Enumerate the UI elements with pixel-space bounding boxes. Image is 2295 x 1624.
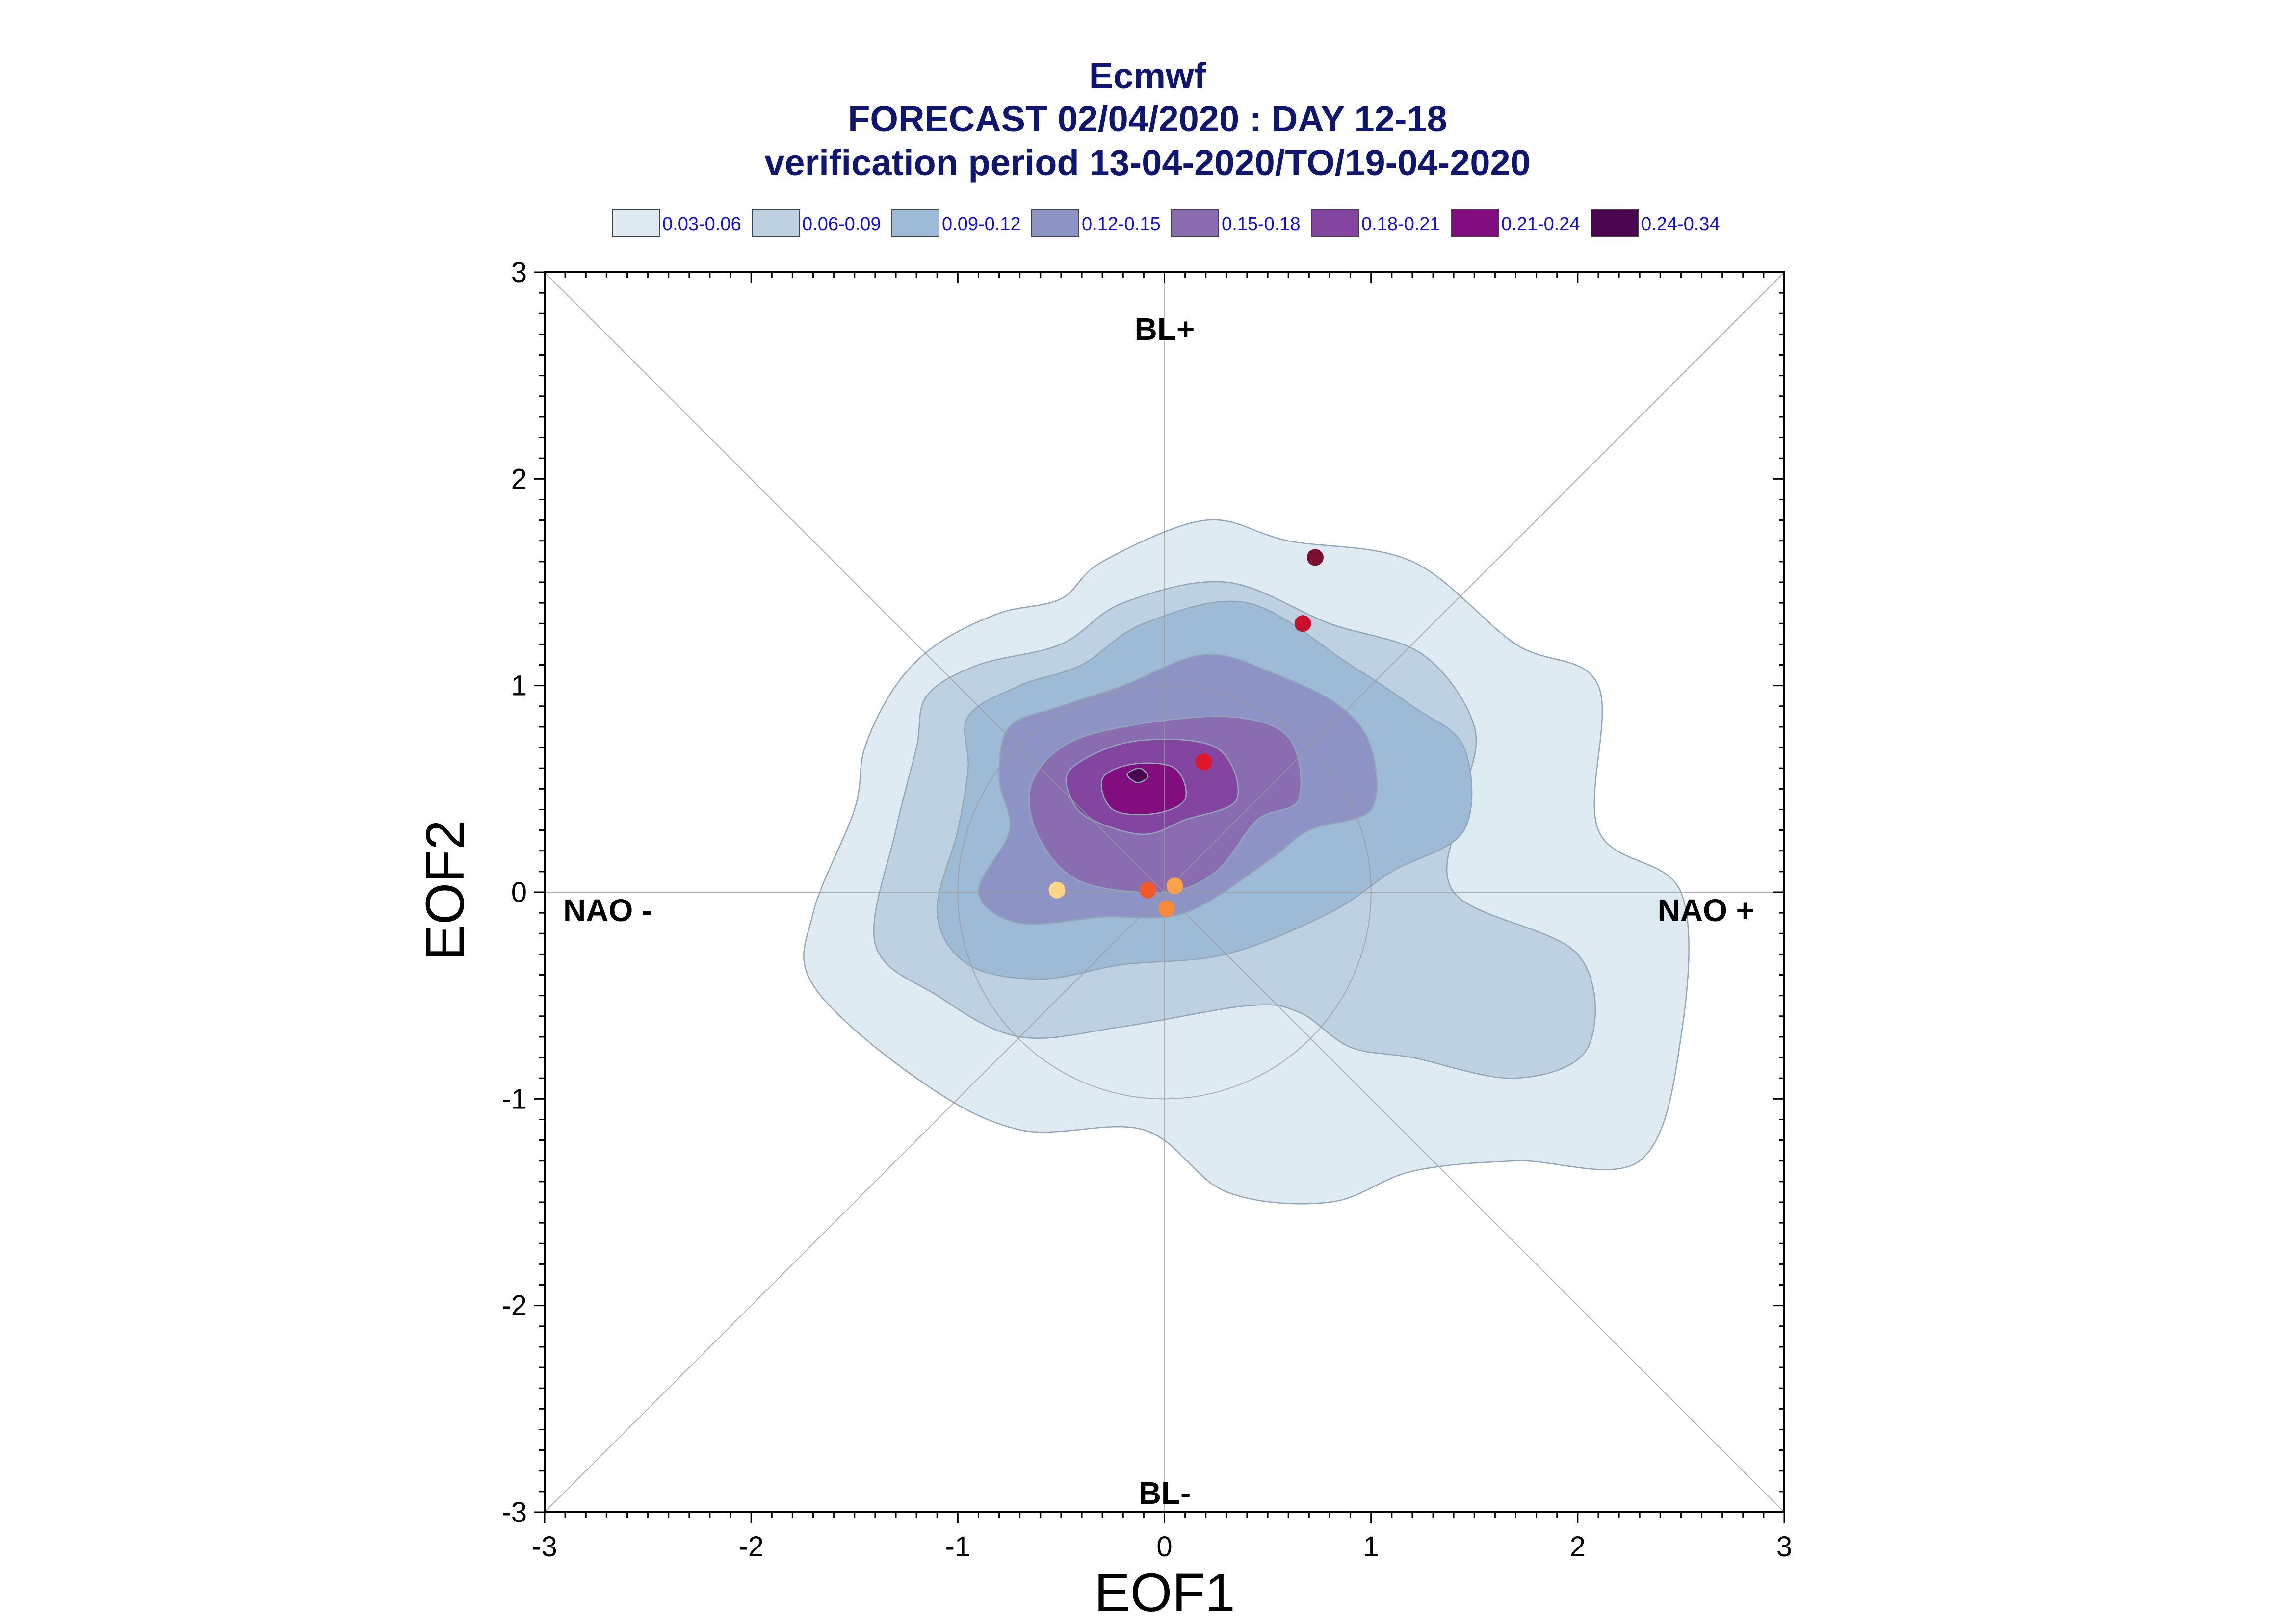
member-point-0 (1306, 549, 1324, 566)
reference-circle (957, 685, 1372, 1100)
x-tick-label: -1 (945, 1531, 971, 1563)
y-tick-label: -1 (501, 1083, 527, 1115)
member-point-2 (1195, 753, 1212, 771)
member-point-1 (1294, 615, 1311, 632)
legend-label-5: 0.18-0.21 (1361, 214, 1440, 234)
legend-label-6: 0.21-0.24 (1501, 214, 1580, 234)
legend-swatch-4 (1171, 209, 1219, 237)
guide-lines (544, 272, 1785, 1513)
x-axis-title: EOF1 (1094, 1563, 1235, 1623)
density-contour-6 (1100, 762, 1187, 816)
y-tick-label: 1 (511, 670, 527, 702)
x-tick-label: -2 (738, 1531, 764, 1563)
member-point-5 (1166, 877, 1183, 895)
y-tick-label: -2 (501, 1290, 527, 1322)
legend-swatch-5 (1311, 209, 1359, 237)
x-tick-label: 3 (1776, 1531, 1792, 1563)
regime-label-nao-minus: NAO - (563, 893, 652, 928)
regime-label-nao-plus: NAO + (1658, 893, 1754, 928)
legend-label-0: 0.03-0.06 (662, 214, 741, 234)
legend-swatch-3 (1031, 209, 1079, 237)
legend-swatch-2 (891, 209, 939, 237)
density-contours (803, 519, 1690, 1205)
density-legend: 0.03-0.06 0.06-0.09 0.09-0.12 0.12-0.15 0.15… (612, 209, 1720, 237)
y-tick-label: 0 (511, 876, 527, 908)
legend-swatch-7 (1591, 209, 1639, 237)
legend-label-2: 0.09-0.12 (942, 214, 1021, 234)
legend-label-4: 0.15-0.18 (1222, 214, 1301, 234)
density-contour-7 (1126, 767, 1149, 783)
chart-subtitle-period: verification period 13-04-2020/TO/19-04-… (764, 142, 1531, 183)
chart-title: Ecmwf (1089, 55, 1206, 96)
regime-label-bl-minus: BL- (1139, 1475, 1191, 1511)
chart-subtitle: FORECAST 02/04/2020 : DAY 12-18 (848, 99, 1447, 139)
member-point-4 (1139, 881, 1156, 899)
legend-label-3: 0.12-0.15 (1082, 214, 1161, 234)
legend-label-1: 0.06-0.09 (802, 214, 881, 234)
legend-label-7: 0.24-0.34 (1641, 214, 1720, 234)
y-tick-label: 2 (511, 463, 527, 495)
member-point-3 (1048, 881, 1066, 899)
legend-swatch-6 (1451, 209, 1499, 237)
x-tick-label: 2 (1570, 1531, 1586, 1563)
regime-label-bl-plus: BL+ (1135, 311, 1195, 347)
y-tick-label: 3 (511, 257, 527, 288)
x-tick-label: 0 (1156, 1531, 1172, 1563)
y-tick-label: -3 (501, 1496, 527, 1528)
x-tick-label: 1 (1363, 1531, 1379, 1563)
axis-ticks: -3 -2 -1 0 1 2 3 -3 -2 -1 0 1 2 3 (501, 257, 1792, 1563)
x-tick-label: -3 (532, 1531, 557, 1563)
legend-swatch-1 (752, 209, 800, 237)
y-axis-title: EOF2 (415, 820, 475, 960)
plot-area: -3 -2 -1 0 1 2 3 -3 -2 -1 0 1 2 3 (501, 257, 1792, 1563)
member-points (1048, 549, 1324, 917)
member-point-6 (1158, 900, 1175, 917)
legend-swatch-0 (612, 209, 660, 237)
